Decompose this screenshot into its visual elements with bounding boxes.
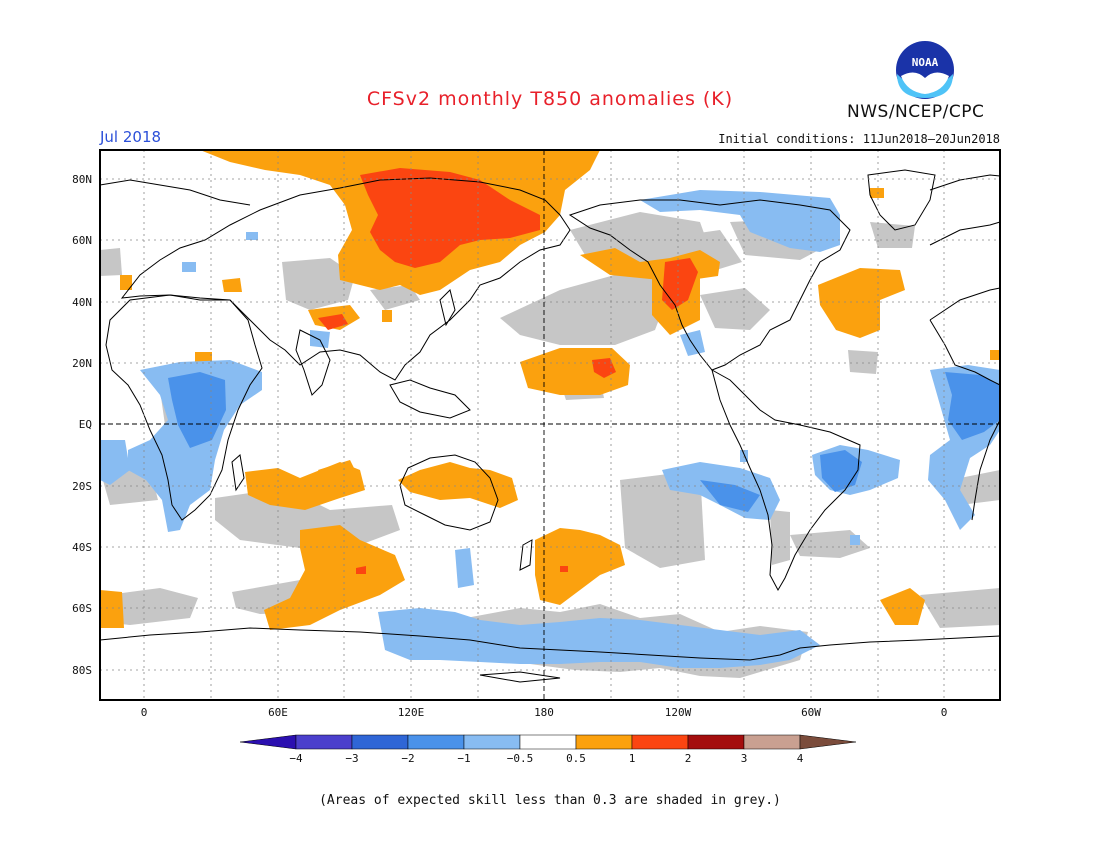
legend-label: 1 xyxy=(629,752,636,765)
legend-swatch xyxy=(631,734,689,750)
legend-swatch-min xyxy=(239,734,297,750)
color-legend: −4 −3 −2 −1 −0.5 0.5 1 2 3 4 xyxy=(239,734,857,765)
legend-swatch xyxy=(519,734,577,750)
anomaly-map: 80N 60N 40N 20N EQ 20S 40S 60S 80S 0 60E… xyxy=(72,149,1001,719)
lon-label: 120E xyxy=(398,706,425,719)
lon-label: 0 xyxy=(141,706,148,719)
legend-label: 4 xyxy=(797,752,804,765)
lat-label: 20S xyxy=(72,480,92,493)
moderate-negative-regions xyxy=(168,372,1000,512)
equator-dateline xyxy=(100,150,1000,700)
lat-label: 40N xyxy=(72,296,92,309)
legend-swatch-max xyxy=(799,734,857,750)
lon-label: 120W xyxy=(665,706,692,719)
legend-label: −4 xyxy=(289,752,303,765)
lat-label: 80S xyxy=(72,664,92,677)
agency-label: NWS/NCEP/CPC xyxy=(847,102,985,122)
lon-label: 60E xyxy=(268,706,288,719)
lat-label: 40S xyxy=(72,541,92,554)
lat-label: EQ xyxy=(79,418,92,431)
legend-swatch xyxy=(351,734,409,750)
initial-conditions: Initial conditions: 11Jun2018–20Jun2018 xyxy=(718,132,1000,146)
legend-label: −3 xyxy=(345,752,358,765)
lat-label: 20N xyxy=(72,357,92,370)
logo-text: NOAA xyxy=(912,56,939,69)
legend-swatch xyxy=(687,734,745,750)
strong-positive-regions xyxy=(318,168,698,574)
lon-label: 60W xyxy=(801,706,821,719)
legend-label: 3 xyxy=(741,752,748,765)
legend-label: 0.5 xyxy=(566,752,586,765)
legend-label: −0.5 xyxy=(507,752,534,765)
lon-label: 0 xyxy=(941,706,948,719)
legend-swatch xyxy=(463,734,521,750)
lon-label: 180 xyxy=(534,706,554,719)
legend-swatch xyxy=(295,734,353,750)
legend-swatch xyxy=(575,734,633,750)
latitude-labels: 80N 60N 40N 20N EQ 20S 40S 60S 80S xyxy=(72,173,92,677)
continent-outlines xyxy=(99,169,1001,683)
graticule xyxy=(100,150,1000,700)
legend-label: −1 xyxy=(457,752,470,765)
forecast-month: Jul 2018 xyxy=(100,128,162,146)
chart-title: CFSv2 monthly T850 anomalies (K) xyxy=(366,88,734,110)
map-frame xyxy=(99,149,1001,701)
lat-label: 60N xyxy=(72,234,92,247)
legend-label: −2 xyxy=(401,752,414,765)
skill-footnote: (Areas of expected skill less than 0.3 a… xyxy=(319,793,781,808)
legend-swatch xyxy=(743,734,801,750)
lat-label: 60S xyxy=(72,602,92,615)
longitude-labels: 0 60E 120E 180 120W 60W 0 xyxy=(141,706,948,719)
legend-swatch xyxy=(407,734,465,750)
noaa-logo: NOAA xyxy=(896,41,954,99)
lat-label: 80N xyxy=(72,173,92,186)
legend-label: 2 xyxy=(685,752,692,765)
